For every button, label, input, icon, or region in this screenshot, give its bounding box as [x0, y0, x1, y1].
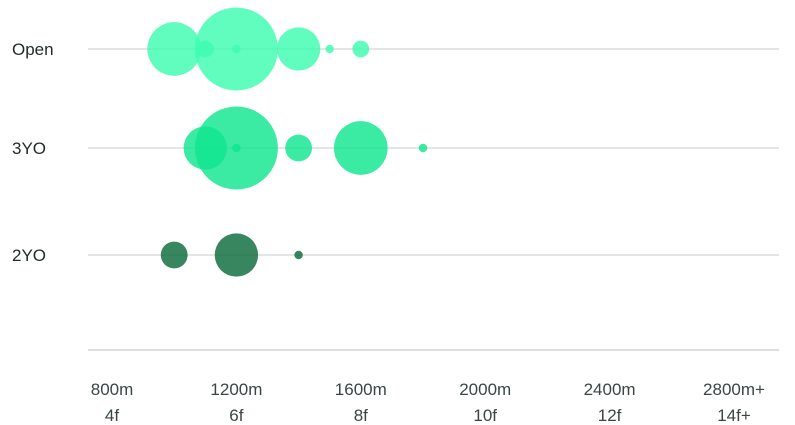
- bubble-2yo-1400-2: [294, 250, 303, 260]
- row-label-2yo: 2YO: [12, 246, 46, 265]
- x-tick-label-furlongs: 12f: [598, 406, 622, 425]
- x-tick-label-metres: 1200m: [210, 380, 262, 399]
- x-tick-label-metres: 1600m: [335, 380, 387, 399]
- bubble-3yo-1800-5: [418, 143, 428, 153]
- row-label-3yo: 3YO: [12, 139, 46, 158]
- x-tick-label-metres: 2000m: [459, 380, 511, 399]
- row-label-open: Open: [12, 40, 54, 59]
- x-tick-label-metres: 2400m: [584, 380, 636, 399]
- x-tick-label-furlongs: 6f: [229, 406, 243, 425]
- x-axis-ticks: 800m 4f 1200m 6f 1600m 8f 2000m 10f 2400m 12f 2800…: [91, 380, 765, 425]
- row-labels: Open 3YO 2YO: [12, 40, 54, 265]
- x-tick-label-furlongs: 10f: [473, 406, 497, 425]
- gridlines: [88, 48, 779, 351]
- bubble-open-1100-3: [196, 40, 214, 58]
- bubble-3yo-1200-4: [232, 143, 241, 153]
- x-tick-label-metres: 2800m+: [703, 380, 765, 399]
- bubble-2yo-1000-1: [160, 241, 188, 269]
- bubble-3yo-1600-1: [333, 121, 388, 175]
- bubble-open-1200-5: [232, 44, 241, 54]
- bubbles: [147, 7, 428, 277]
- bubble-open-1400-2: [276, 27, 321, 71]
- bubble-3yo-1400-3: [285, 134, 313, 162]
- x-tick-label-furlongs: 8f: [354, 406, 368, 425]
- bubble-open-1600-4: [352, 40, 370, 58]
- x-tick-label-metres: 800m: [91, 380, 134, 399]
- x-tick-label-furlongs: 4f: [105, 406, 119, 425]
- x-tick-label-furlongs: 14f+: [717, 406, 751, 425]
- bubble-open-1000-1: [147, 22, 202, 76]
- bubble-open-1500-6: [325, 44, 334, 54]
- bubble-2yo-1200-0: [214, 233, 259, 277]
- bubble-3yo-1100-2: [183, 126, 227, 170]
